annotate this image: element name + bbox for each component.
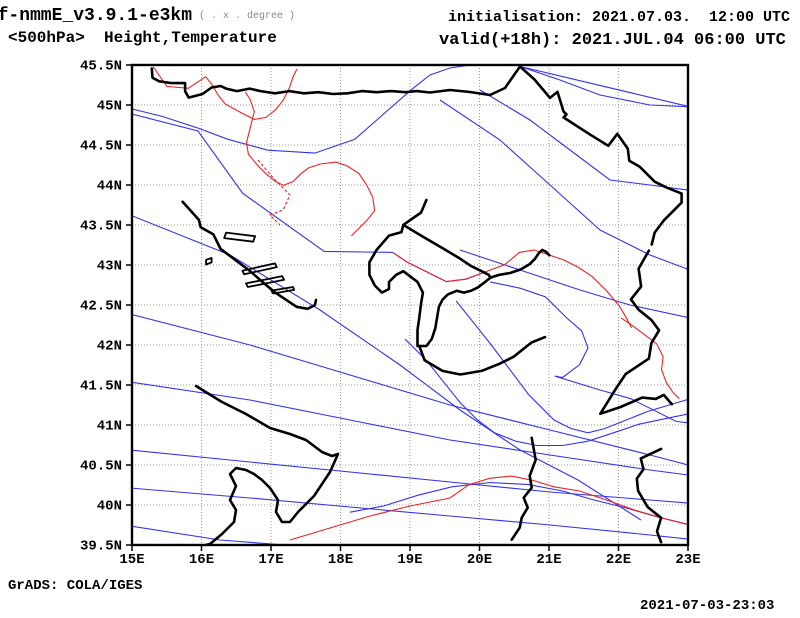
svg-text:40.5N: 40.5N	[80, 459, 122, 475]
svg-text:41.5N: 41.5N	[80, 379, 122, 395]
svg-text:18E: 18E	[328, 552, 353, 568]
svg-text:22E: 22E	[606, 552, 631, 568]
svg-text:20E: 20E	[467, 552, 492, 568]
svg-text:21E: 21E	[536, 552, 561, 568]
svg-text:40N: 40N	[97, 499, 122, 515]
svg-text:19E: 19E	[397, 552, 422, 568]
svg-text:43.5N: 43.5N	[80, 219, 122, 235]
svg-text:43N: 43N	[97, 259, 122, 275]
svg-text:44N: 44N	[97, 179, 122, 195]
svg-text:42N: 42N	[97, 339, 122, 355]
svg-text:45.5N: 45.5N	[80, 59, 122, 75]
svg-text:39.5N: 39.5N	[80, 539, 122, 555]
svg-text:15E: 15E	[119, 552, 144, 568]
svg-text:44.5N: 44.5N	[80, 139, 122, 155]
svg-text:41N: 41N	[97, 419, 122, 435]
svg-text:42.5N: 42.5N	[80, 299, 122, 315]
svg-text:23E: 23E	[675, 552, 700, 568]
svg-text:16E: 16E	[189, 552, 214, 568]
svg-text:45N: 45N	[97, 99, 122, 115]
svg-text:17E: 17E	[258, 552, 283, 568]
